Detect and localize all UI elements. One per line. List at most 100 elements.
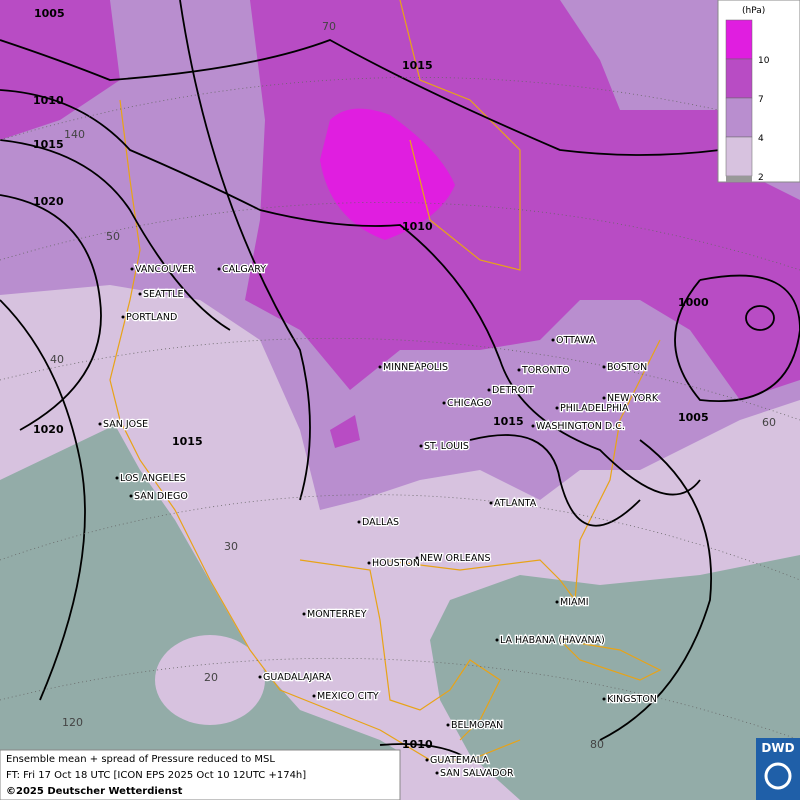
city-label: SAN JOSE [103, 419, 148, 430]
city-dot [495, 638, 499, 642]
city-label: ST. LOUIS [424, 441, 469, 452]
graticule-label: 140 [64, 128, 85, 141]
city-label: MINNEAPOLIS [383, 362, 448, 373]
coastlines [109, 0, 662, 761]
isobar-label: 1005 [34, 7, 65, 20]
city-dot [555, 406, 559, 410]
spread-over-10 [320, 108, 455, 240]
ocean-low-spread [0, 425, 400, 800]
isobar-label: 1015 [493, 415, 524, 428]
spread-7-10 [245, 0, 800, 400]
city-dot [378, 365, 382, 369]
city-label: MEXICO CITY [317, 691, 379, 702]
isobar-label: 1015 [33, 138, 64, 151]
city-label: WASHINGTON D.C. [536, 421, 625, 432]
legend-swatch [725, 136, 753, 177]
city-label: CHICAGO [447, 398, 491, 409]
city-dot [129, 494, 133, 498]
city-dot [217, 267, 221, 271]
city-label: TORONTO [521, 365, 570, 376]
city-dot [602, 697, 606, 701]
city-dot [357, 520, 361, 524]
city-label: BOSTON [607, 362, 647, 373]
logo-icon [764, 762, 792, 790]
city-label: DETROIT [492, 385, 534, 396]
city-dot [602, 396, 606, 400]
city-dot [489, 501, 493, 505]
city-dot [258, 675, 262, 679]
city-dot [551, 338, 555, 342]
graticule-label: 120 [62, 716, 83, 729]
legend-level: 2 [758, 173, 764, 183]
city-label: SAN SALVADOR [440, 768, 514, 779]
footer-box [0, 749, 401, 801]
isobar-label: 1010 [33, 94, 64, 107]
graticule-label: 30 [224, 540, 238, 553]
legend-level: 10 [758, 56, 770, 66]
graticule-label: 50 [106, 230, 120, 243]
graticule-label: 60 [762, 416, 776, 429]
isobar-label: 1020 [33, 423, 64, 436]
legend-level: 4 [758, 134, 764, 144]
footer-copyright: ©2025 Deutscher Wetterdienst [6, 786, 183, 797]
city-label: NEW ORLEANS [420, 553, 491, 564]
city-dot [602, 365, 606, 369]
legend-unit: (hPa) [742, 6, 765, 16]
city-label: OTTAWA [556, 335, 596, 346]
graticule [0, 76, 800, 741]
city-dot [312, 694, 316, 698]
spread-7-10 [0, 0, 120, 140]
city-dot [302, 612, 306, 616]
city-dot [555, 600, 559, 604]
isobar-label: 1010 [402, 738, 433, 751]
city-label: SEATTLE [143, 289, 184, 300]
city-label: SAN DIEGO [134, 491, 188, 502]
city-label: MIAMI [560, 597, 589, 608]
city-dot [446, 723, 450, 727]
legend-level: 7 [758, 95, 764, 105]
isobar-label: 1015 [402, 59, 433, 72]
city-label: HOUSTON [372, 558, 420, 569]
city-dot [531, 424, 535, 428]
city-dot [115, 476, 119, 480]
footer-title: Ensemble mean + spread of Pressure reduc… [6, 754, 275, 765]
graticule-label: 20 [204, 671, 218, 684]
ocean-low-spread [430, 555, 800, 800]
legend-swatch [725, 19, 753, 60]
city-dot [138, 292, 142, 296]
isobars [0, 0, 800, 761]
isobar-label: 1000 [678, 296, 709, 309]
city-dot [98, 422, 102, 426]
city-label: ATLANTA [494, 498, 537, 509]
graticule-label: 40 [50, 353, 64, 366]
city-dot [435, 771, 439, 775]
spread-7-10 [330, 415, 360, 448]
city-dot [442, 401, 446, 405]
city-label: LOS ANGELES [120, 473, 186, 484]
city-dot [415, 556, 419, 560]
city-dot [517, 368, 521, 372]
city-dot [425, 758, 429, 762]
city-label: PHILADELPHIA [560, 403, 629, 414]
legend-swatch [725, 97, 753, 138]
city-dot [130, 267, 134, 271]
city-label: GUADALAJARA [263, 672, 332, 683]
city-label: KINGSTON [607, 694, 657, 705]
city-dot [367, 561, 371, 565]
logo-box [756, 738, 800, 800]
isobar-label: 1015 [172, 435, 203, 448]
graticule-label: 80 [590, 738, 604, 751]
city-dot [419, 444, 423, 448]
city-label: NEW YORK [607, 393, 659, 404]
isobar-label: 1005 [678, 411, 709, 424]
spread-2-4 [155, 635, 265, 725]
city-label: MONTERREY [307, 609, 367, 620]
city-label: BELMOPAN [451, 720, 503, 731]
city-label: VANCOUVER [135, 264, 195, 275]
city-label: DALLAS [362, 517, 399, 528]
city-dot [487, 388, 491, 392]
city-label: LA HABANA (HAVANA) [500, 635, 605, 646]
city-dot [121, 315, 125, 319]
footer-forecast: FT: Fri 17 Oct 18 UTC [ICON EPS 2025 Oct… [6, 770, 306, 781]
